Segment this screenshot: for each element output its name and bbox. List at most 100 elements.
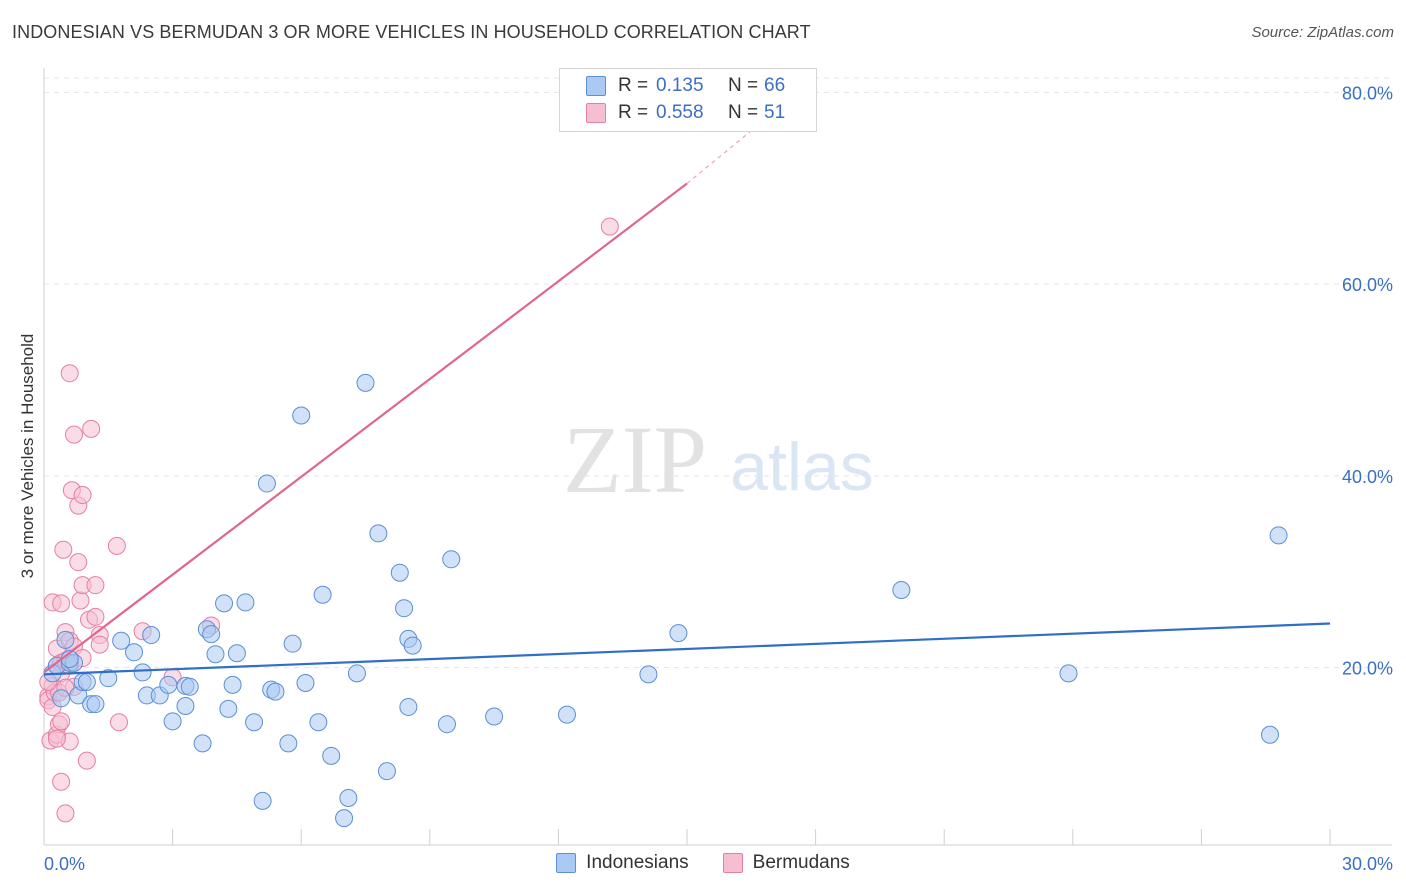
- indonesians-point: [257, 474, 276, 493]
- indonesians-point: [227, 644, 246, 663]
- bermudans-point: [52, 772, 71, 791]
- bermudans-point: [73, 486, 92, 505]
- indonesians-point: [266, 682, 285, 701]
- indonesians-point: [356, 373, 375, 392]
- r-label: R =: [618, 75, 649, 96]
- indonesians-point: [892, 580, 911, 599]
- indonesians-point: [206, 645, 225, 664]
- bermudans-point: [110, 713, 129, 732]
- x-tick-label: 0.0%: [44, 854, 85, 874]
- indonesians-point: [133, 663, 152, 682]
- bermudans-point: [600, 217, 619, 236]
- bermudans-point: [60, 364, 79, 383]
- n-label: N =: [728, 75, 759, 96]
- legend-bermudans-label: Bermudans: [752, 852, 850, 873]
- indonesians-point: [437, 715, 456, 734]
- watermark: ZIP atlas: [563, 406, 874, 513]
- y-axis-label: 3 or more Vehicles in Household: [18, 333, 37, 579]
- chart-title: INDONESIAN VS BERMUDAN 3 OR MORE VEHICLE…: [12, 22, 811, 42]
- source-label: Source: ZipAtlas.com: [1251, 24, 1394, 41]
- indonesians-point: [1260, 725, 1279, 744]
- bermudans-point: [65, 425, 84, 444]
- indonesians-point: [322, 746, 341, 765]
- legend-row-bermudans: R = 0.558 N = 51: [586, 100, 785, 126]
- indonesians-r-value: 0.135: [656, 75, 704, 96]
- bermudans-point: [69, 553, 88, 572]
- tick-labels: 20.0% 40.0% 60.0% 80.0% 0.0% 30.0%: [44, 83, 1393, 874]
- indonesians-point: [395, 599, 414, 618]
- n-label: N =: [728, 102, 759, 123]
- bermudans-point: [71, 591, 90, 610]
- indonesians-point: [77, 673, 96, 692]
- watermark-atlas: atlas: [730, 429, 874, 505]
- indonesians-point: [253, 791, 272, 810]
- axes: [43, 68, 1392, 846]
- y-tick-label: 20.0%: [1342, 659, 1393, 679]
- legend-row-indonesians: R = 0.135 N = 66: [586, 73, 785, 99]
- indonesians-point: [99, 669, 118, 688]
- bermudans-points: [39, 217, 619, 823]
- series-legend: Indonesians Bermudans: [0, 852, 1406, 874]
- indonesians-point: [347, 664, 366, 683]
- bermudans-point: [86, 576, 105, 595]
- indonesians-point: [219, 699, 238, 718]
- indonesians-point: [669, 624, 688, 643]
- indonesians-point: [639, 665, 658, 684]
- y-tick-label: 80.0%: [1342, 83, 1393, 103]
- indonesians-point: [193, 734, 212, 753]
- indonesians-n-value: 66: [764, 75, 786, 96]
- indonesians-point: [403, 636, 422, 655]
- legend-indonesians-label: Indonesians: [586, 852, 689, 873]
- indonesians-point: [390, 563, 409, 582]
- indonesians-point: [142, 626, 161, 645]
- r-label: R =: [618, 102, 649, 123]
- indonesians-point: [163, 712, 182, 731]
- indonesians-point: [377, 762, 396, 781]
- legend-item-indonesians[interactable]: Indonesians: [556, 852, 689, 874]
- y-tick-label: 40.0%: [1342, 467, 1393, 487]
- indonesians-point: [86, 695, 105, 714]
- indonesians-point: [1269, 526, 1288, 545]
- indonesians-point: [292, 406, 311, 425]
- indonesians-point: [52, 689, 71, 708]
- bermudans-trend-line: [43, 182, 688, 674]
- bermudans-point: [54, 540, 73, 559]
- indonesians-point: [339, 789, 358, 808]
- indonesians-point: [245, 713, 264, 732]
- indonesians-point: [442, 550, 461, 569]
- indonesians-point: [335, 809, 354, 828]
- indonesians-point: [296, 673, 315, 692]
- indonesians-point: [369, 524, 388, 543]
- bermudans-n-value: 51: [764, 102, 786, 123]
- indonesians-point: [112, 631, 131, 650]
- indonesians-point: [56, 630, 75, 649]
- indonesians-point: [279, 734, 298, 753]
- bermudans-point: [90, 635, 109, 654]
- indonesians-trend-line: [43, 622, 1331, 676]
- indonesians-point: [180, 677, 199, 696]
- indonesians-point: [557, 705, 576, 724]
- bermudans-point: [47, 729, 66, 748]
- bermudans-point: [77, 751, 96, 770]
- bermudans-swatch: [586, 103, 606, 123]
- indonesians-point: [202, 625, 221, 644]
- indonesians-point: [125, 643, 144, 662]
- indonesians-point: [399, 697, 418, 716]
- bermudans-point: [107, 536, 126, 555]
- indonesians-point: [236, 593, 255, 612]
- indonesians-point: [215, 594, 234, 613]
- legend-item-bermudans[interactable]: Bermudans: [722, 852, 850, 874]
- bermudans-point: [52, 594, 71, 613]
- watermark-zip: ZIP: [563, 406, 707, 513]
- indonesians-swatch: [556, 853, 577, 873]
- bermudans-swatch: [722, 853, 743, 873]
- x-tick-label: 30.0%: [1342, 854, 1393, 874]
- grid-lines: [44, 77, 1392, 669]
- bermudans-r-value: 0.558: [656, 102, 704, 123]
- bermudans-point: [56, 804, 75, 823]
- y-tick-label: 60.0%: [1342, 275, 1393, 295]
- indonesians-point: [1059, 664, 1078, 683]
- bermudans-point: [52, 712, 71, 731]
- trend-lines: [43, 130, 1331, 676]
- indonesians-point: [313, 585, 332, 604]
